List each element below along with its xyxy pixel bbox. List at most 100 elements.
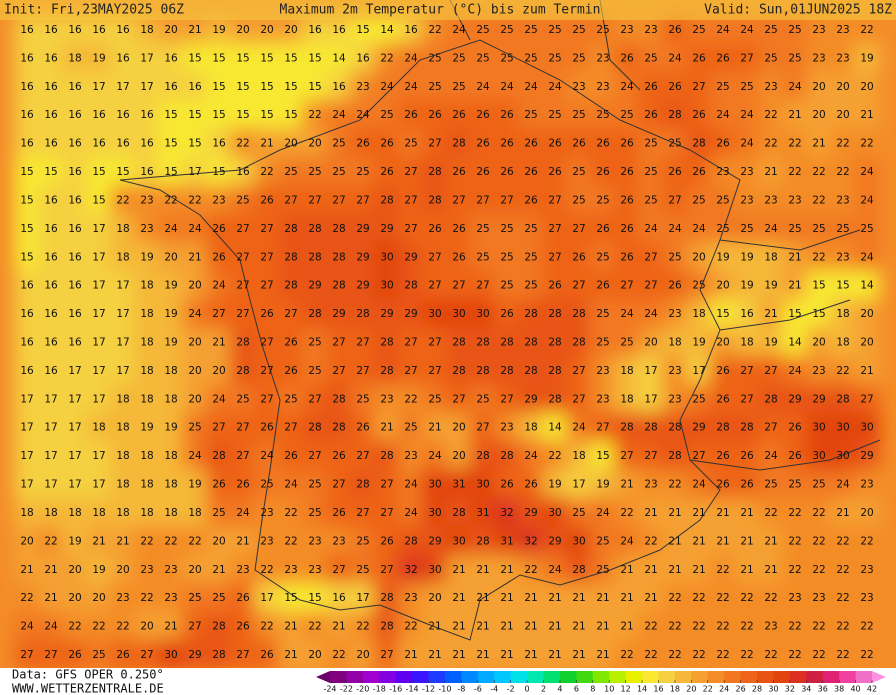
temperature-label: 27 xyxy=(428,251,441,263)
temperature-cell xyxy=(518,355,544,387)
temperature-cell xyxy=(422,270,448,301)
temperature-cell xyxy=(566,185,592,216)
temperature-label: 28 xyxy=(764,393,777,405)
temperature-cell xyxy=(518,639,544,668)
temperature-label: 23 xyxy=(740,194,753,206)
temperature-label: 27 xyxy=(500,194,513,206)
temperature-cell xyxy=(230,554,256,585)
temperature-cell xyxy=(806,469,832,500)
temperature-cell xyxy=(854,355,880,387)
temperature-cell xyxy=(446,469,472,500)
temperature-cell xyxy=(854,412,880,443)
temperature-label: 25 xyxy=(596,24,609,36)
temperature-field xyxy=(14,14,880,668)
temperature-label: 19 xyxy=(740,280,753,292)
temperature-label: 17 xyxy=(116,308,129,320)
temperature-label: 22 xyxy=(740,621,753,633)
temperature-label: 23 xyxy=(836,24,849,36)
colorbar-label: 8 xyxy=(590,685,595,694)
temperature-cell xyxy=(158,384,184,415)
temperature-cell xyxy=(182,639,208,668)
temperature-label: 20 xyxy=(164,24,177,36)
temperature-label: 16 xyxy=(164,52,178,64)
temperature-cell xyxy=(854,270,880,301)
temperature-cell xyxy=(302,71,328,103)
temperature-label: 27 xyxy=(404,194,417,206)
temperature-label: 25 xyxy=(596,564,609,576)
temperature-cell xyxy=(662,327,688,358)
temperature-label: 27 xyxy=(548,251,561,263)
temperature-label: 28 xyxy=(692,138,705,150)
temperature-label: 22 xyxy=(164,535,177,547)
temperature-label: 16 xyxy=(20,109,34,121)
temperature-label: 25 xyxy=(716,223,729,235)
temperature-label: 22 xyxy=(188,535,201,547)
temperature-label: 23 xyxy=(332,535,345,547)
temperature-cell xyxy=(782,213,808,245)
temperature-label: 30 xyxy=(548,507,561,519)
temperature-label: 21 xyxy=(212,337,225,349)
temperature-cell xyxy=(110,497,136,529)
temperature-cell xyxy=(302,384,328,415)
temperature-label: 25 xyxy=(596,109,609,121)
temperature-label: 19 xyxy=(212,24,225,36)
temperature-cell xyxy=(134,412,160,443)
temperature-cell xyxy=(398,639,424,668)
temperature-cell xyxy=(710,526,736,557)
temperature-label: 18 xyxy=(188,507,201,519)
temperature-cell xyxy=(374,554,400,585)
temperature-cell xyxy=(158,100,184,131)
temperature-label: 19 xyxy=(548,479,561,491)
temperature-cell xyxy=(614,185,640,216)
temperature-cell xyxy=(182,355,208,387)
temperature-cell xyxy=(686,582,712,614)
temperature-label: 27 xyxy=(260,393,273,405)
temperature-cell xyxy=(590,412,616,443)
temperature-cell xyxy=(638,412,664,443)
temperature-label: 26 xyxy=(620,251,634,263)
temperature-label: 18 xyxy=(68,52,81,64)
temperature-cell xyxy=(686,185,712,216)
temperature-cell xyxy=(470,185,496,216)
temperature-label: 28 xyxy=(380,337,393,349)
temperature-label: 28 xyxy=(308,251,321,263)
temperature-cell xyxy=(566,611,592,642)
temperature-label: 28 xyxy=(620,422,633,434)
temperature-cell xyxy=(758,128,784,159)
temperature-label: 21 xyxy=(476,649,489,661)
temperature-label: 19 xyxy=(68,535,81,547)
temperature-cell xyxy=(14,554,40,585)
temperature-label: 28 xyxy=(308,308,321,320)
temperature-label: 26 xyxy=(260,649,274,661)
temperature-label: 26 xyxy=(260,422,274,434)
temperature-label: 22 xyxy=(716,649,729,661)
temperature-cell xyxy=(566,128,592,159)
temperature-label: 26 xyxy=(740,450,754,462)
temperature-cell xyxy=(590,270,616,301)
temperature-label: 16 xyxy=(20,365,34,377)
temperature-cell xyxy=(422,298,448,330)
temperature-cell xyxy=(806,213,832,245)
temperature-label: 17 xyxy=(68,479,81,491)
temperature-cell xyxy=(86,298,112,330)
temperature-label: 23 xyxy=(140,564,153,576)
temperature-cell xyxy=(182,270,208,301)
temperature-cell xyxy=(638,440,664,472)
temperature-cell xyxy=(494,327,520,358)
colorbar-label: 12 xyxy=(621,685,631,694)
temperature-cell xyxy=(518,242,544,273)
temperature-cell xyxy=(62,611,88,642)
temperature-label: 15 xyxy=(116,166,129,178)
temperature-label: 15 xyxy=(212,166,225,178)
temperature-label: 24 xyxy=(716,24,730,36)
temperature-label: 27 xyxy=(380,649,393,661)
temperature-cell xyxy=(422,469,448,500)
temperature-label: 28 xyxy=(452,365,465,377)
temperature-cell xyxy=(182,611,208,642)
temperature-label: 27 xyxy=(692,450,705,462)
temperature-label: 20 xyxy=(812,109,825,121)
temperature-cell xyxy=(302,43,328,74)
temperature-label: 23 xyxy=(212,194,225,206)
temperature-cell xyxy=(182,412,208,443)
temperature-label: 25 xyxy=(644,138,657,150)
